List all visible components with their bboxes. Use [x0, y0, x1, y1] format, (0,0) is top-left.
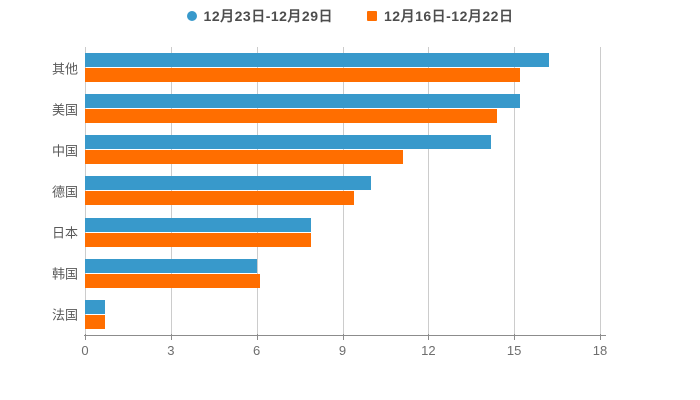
x-tick-0 [85, 334, 86, 340]
x-tick-15 [514, 334, 516, 340]
y-axis-label-2: 美国 [51, 102, 78, 118]
category-band-5 [85, 212, 600, 253]
bar-current-week-row-5[interactable] [85, 217, 312, 232]
x-axis-line [84, 335, 606, 336]
x-tick-label-12: 12 [421, 343, 436, 358]
x-tick-label-9: 9 [338, 343, 347, 358]
gridline-x-6 [256, 47, 258, 335]
bar-current-week-row-4[interactable] [85, 176, 372, 191]
category-band-4 [85, 170, 600, 211]
x-tick-label-6: 6 [253, 343, 261, 358]
category-band-6 [85, 253, 600, 294]
legend-label-week-dec23-29: 12月23日-12月29日 [203, 8, 333, 24]
bar-previous-week-row-4[interactable] [85, 191, 354, 206]
y-axis-label-3: 中国 [51, 143, 78, 159]
x-tick-18 [600, 334, 601, 340]
x-tick-label-15: 15 [506, 343, 522, 358]
bar-previous-week-row-7[interactable] [85, 314, 106, 329]
gridline-x-18 [600, 47, 601, 335]
category-band-1 [85, 47, 600, 88]
gridline-x-9 [342, 47, 344, 335]
bar-previous-week-row-6[interactable] [85, 273, 260, 288]
x-tick-label-0: 0 [81, 343, 89, 358]
bar-current-week-row-1[interactable] [85, 53, 549, 68]
legend-item-week-dec23-29[interactable]: 12月23日-12月29日 [186, 6, 333, 26]
x-tick-3 [170, 334, 172, 340]
bar-previous-week-row-3[interactable] [85, 150, 403, 165]
bar-current-week-row-2[interactable] [85, 94, 520, 109]
y-axis-label-7: 法国 [51, 307, 78, 323]
bar-previous-week-row-2[interactable] [85, 109, 497, 124]
x-tick-6 [256, 334, 258, 340]
x-tick-label-3: 3 [167, 343, 175, 358]
y-axis-label-1: 其他 [51, 61, 78, 77]
y-axis-label-6: 韩国 [51, 266, 78, 282]
legend-item-week-dec16-22[interactable]: 12月16日-12月22日 [367, 6, 513, 26]
legend: 12月23日-12月29日 12月16日-12月22日 [0, 6, 700, 26]
x-tick-12 [428, 334, 430, 340]
legend-label-week-dec16-22: 12月16日-12月22日 [384, 8, 514, 24]
bar-current-week-row-6[interactable] [85, 258, 257, 273]
legend-square-marker-icon [367, 11, 377, 21]
category-band-7 [85, 294, 600, 335]
gridline-x-3 [170, 47, 172, 335]
y-axis-line [85, 47, 86, 335]
gridline-x-12 [428, 47, 430, 335]
legend-circle-marker-icon [186, 11, 197, 21]
bar-current-week-row-7[interactable] [85, 299, 106, 314]
plot-area: 0 3 6 9 12 15 18 其他美国中国德国日本韩国法国 [52, 47, 607, 358]
y-axis-label-5: 日本 [51, 225, 78, 241]
category-band-3 [85, 129, 600, 170]
gridline-x-15 [514, 47, 516, 335]
bar-previous-week-row-5[interactable] [85, 232, 312, 247]
bar-previous-week-row-1[interactable] [85, 68, 520, 83]
x-tick-9 [342, 334, 344, 340]
category-band-2 [85, 88, 600, 129]
y-axis-label-4: 德国 [51, 184, 78, 200]
bar-current-week-row-3[interactable] [85, 135, 492, 150]
x-tick-label-18: 18 [592, 343, 608, 358]
